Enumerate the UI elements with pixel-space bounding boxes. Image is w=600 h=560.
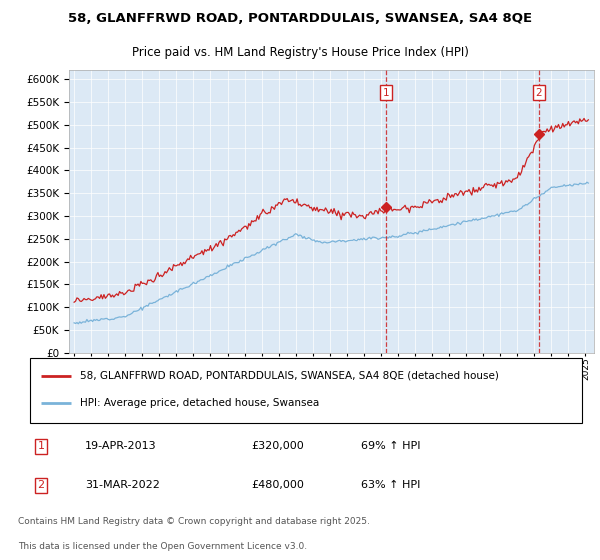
Text: £320,000: £320,000 <box>251 441 304 451</box>
Text: 58, GLANFFRWD ROAD, PONTARDDULAIS, SWANSEA, SA4 8QE (detached house): 58, GLANFFRWD ROAD, PONTARDDULAIS, SWANS… <box>80 371 499 381</box>
FancyBboxPatch shape <box>30 358 582 423</box>
Text: 58, GLANFFRWD ROAD, PONTARDDULAIS, SWANSEA, SA4 8QE: 58, GLANFFRWD ROAD, PONTARDDULAIS, SWANS… <box>68 12 532 25</box>
Text: 31-MAR-2022: 31-MAR-2022 <box>85 480 160 490</box>
Text: 63% ↑ HPI: 63% ↑ HPI <box>361 480 421 490</box>
Text: This data is licensed under the Open Government Licence v3.0.: This data is licensed under the Open Gov… <box>18 542 307 552</box>
Text: £480,000: £480,000 <box>251 480 304 490</box>
Text: 2: 2 <box>535 88 542 98</box>
Text: 2: 2 <box>37 480 44 490</box>
Text: HPI: Average price, detached house, Swansea: HPI: Average price, detached house, Swan… <box>80 399 319 408</box>
Text: Contains HM Land Registry data © Crown copyright and database right 2025.: Contains HM Land Registry data © Crown c… <box>18 517 370 526</box>
Text: 1: 1 <box>38 441 44 451</box>
Text: 1: 1 <box>383 88 389 98</box>
Text: 19-APR-2013: 19-APR-2013 <box>85 441 157 451</box>
Text: Price paid vs. HM Land Registry's House Price Index (HPI): Price paid vs. HM Land Registry's House … <box>131 46 469 59</box>
Text: 69% ↑ HPI: 69% ↑ HPI <box>361 441 421 451</box>
